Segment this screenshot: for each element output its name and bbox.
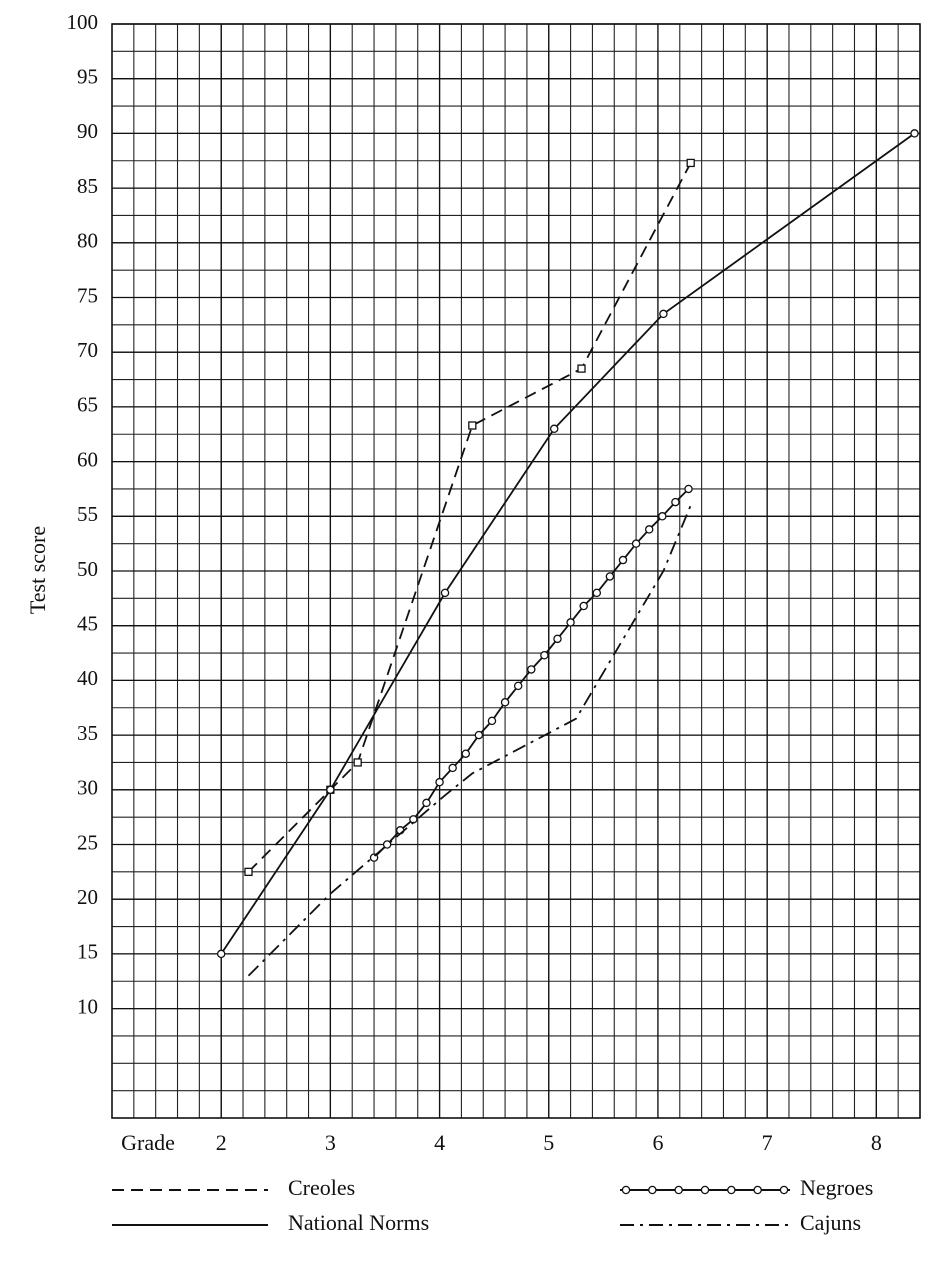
marker bbox=[513, 681, 523, 691]
series-line bbox=[247, 505, 692, 977]
marker bbox=[448, 763, 457, 773]
marker bbox=[382, 840, 392, 849]
y-tick-label: 45 bbox=[77, 612, 98, 636]
legend-label: National Norms bbox=[288, 1210, 429, 1235]
marker bbox=[779, 1185, 789, 1195]
marker bbox=[753, 1185, 762, 1195]
x-tick-label: 5 bbox=[543, 1130, 554, 1155]
x-tick-label: 4 bbox=[434, 1130, 445, 1155]
y-tick-label: 75 bbox=[77, 283, 98, 307]
y-tick-label: 20 bbox=[77, 885, 98, 909]
marker bbox=[579, 601, 588, 611]
marker bbox=[435, 777, 444, 787]
y-tick-label: 50 bbox=[77, 557, 98, 581]
marker bbox=[527, 665, 536, 674]
marker bbox=[727, 1185, 736, 1195]
x-tick-label: 3 bbox=[325, 1130, 336, 1155]
x-tick-label: 8 bbox=[871, 1130, 882, 1155]
legend-label: Creoles bbox=[288, 1175, 355, 1200]
y-tick-label: 100 bbox=[67, 10, 99, 34]
x-axis-label: Grade bbox=[121, 1130, 175, 1155]
x-tick-label: 2 bbox=[216, 1130, 227, 1155]
marker bbox=[658, 512, 667, 521]
marker bbox=[422, 798, 431, 808]
marker bbox=[461, 749, 471, 758]
marker bbox=[674, 1185, 683, 1195]
marker bbox=[468, 421, 477, 430]
marker bbox=[566, 618, 575, 627]
marker bbox=[440, 588, 450, 598]
y-axis-label: Test score bbox=[25, 526, 50, 614]
marker bbox=[684, 484, 693, 494]
series-line bbox=[247, 162, 692, 873]
marker bbox=[659, 309, 668, 319]
marker bbox=[618, 555, 628, 565]
y-tick-label: 10 bbox=[77, 994, 98, 1018]
legend-label: Negroes bbox=[800, 1175, 873, 1200]
marker bbox=[487, 716, 497, 726]
marker bbox=[621, 1185, 631, 1195]
y-tick-label: 85 bbox=[77, 174, 98, 198]
y-tick-label: 80 bbox=[77, 229, 98, 253]
series-line bbox=[220, 132, 916, 955]
y-tick-label: 70 bbox=[77, 338, 98, 362]
x-tick-label: 7 bbox=[762, 1130, 773, 1155]
y-tick-label: 40 bbox=[77, 666, 98, 690]
y-tick-label: 25 bbox=[77, 830, 98, 854]
marker bbox=[353, 758, 362, 767]
y-tick-label: 15 bbox=[77, 940, 98, 964]
y-tick-label: 60 bbox=[77, 447, 98, 471]
marker bbox=[648, 1185, 657, 1195]
marker bbox=[686, 158, 695, 168]
marker bbox=[474, 730, 484, 740]
marker bbox=[592, 588, 602, 598]
marker bbox=[631, 539, 641, 548]
marker bbox=[577, 364, 586, 373]
marker bbox=[216, 949, 226, 959]
y-tick-label: 65 bbox=[77, 393, 98, 417]
marker bbox=[605, 572, 615, 581]
marker bbox=[910, 129, 919, 138]
y-tick-label: 90 bbox=[77, 119, 98, 143]
y-tick-label: 30 bbox=[77, 776, 98, 800]
marker bbox=[326, 785, 335, 795]
marker bbox=[244, 867, 253, 876]
y-tick-label: 95 bbox=[77, 65, 98, 89]
marker bbox=[500, 698, 510, 707]
marker bbox=[553, 634, 562, 644]
y-tick-label: 55 bbox=[77, 502, 98, 526]
marker bbox=[644, 525, 654, 534]
marker bbox=[549, 424, 559, 434]
marker bbox=[540, 650, 549, 660]
marker bbox=[671, 497, 680, 507]
legend-label: Cajuns bbox=[800, 1210, 861, 1235]
marker bbox=[700, 1185, 710, 1195]
y-tick-label: 35 bbox=[77, 721, 98, 745]
x-tick-label: 6 bbox=[652, 1130, 663, 1155]
